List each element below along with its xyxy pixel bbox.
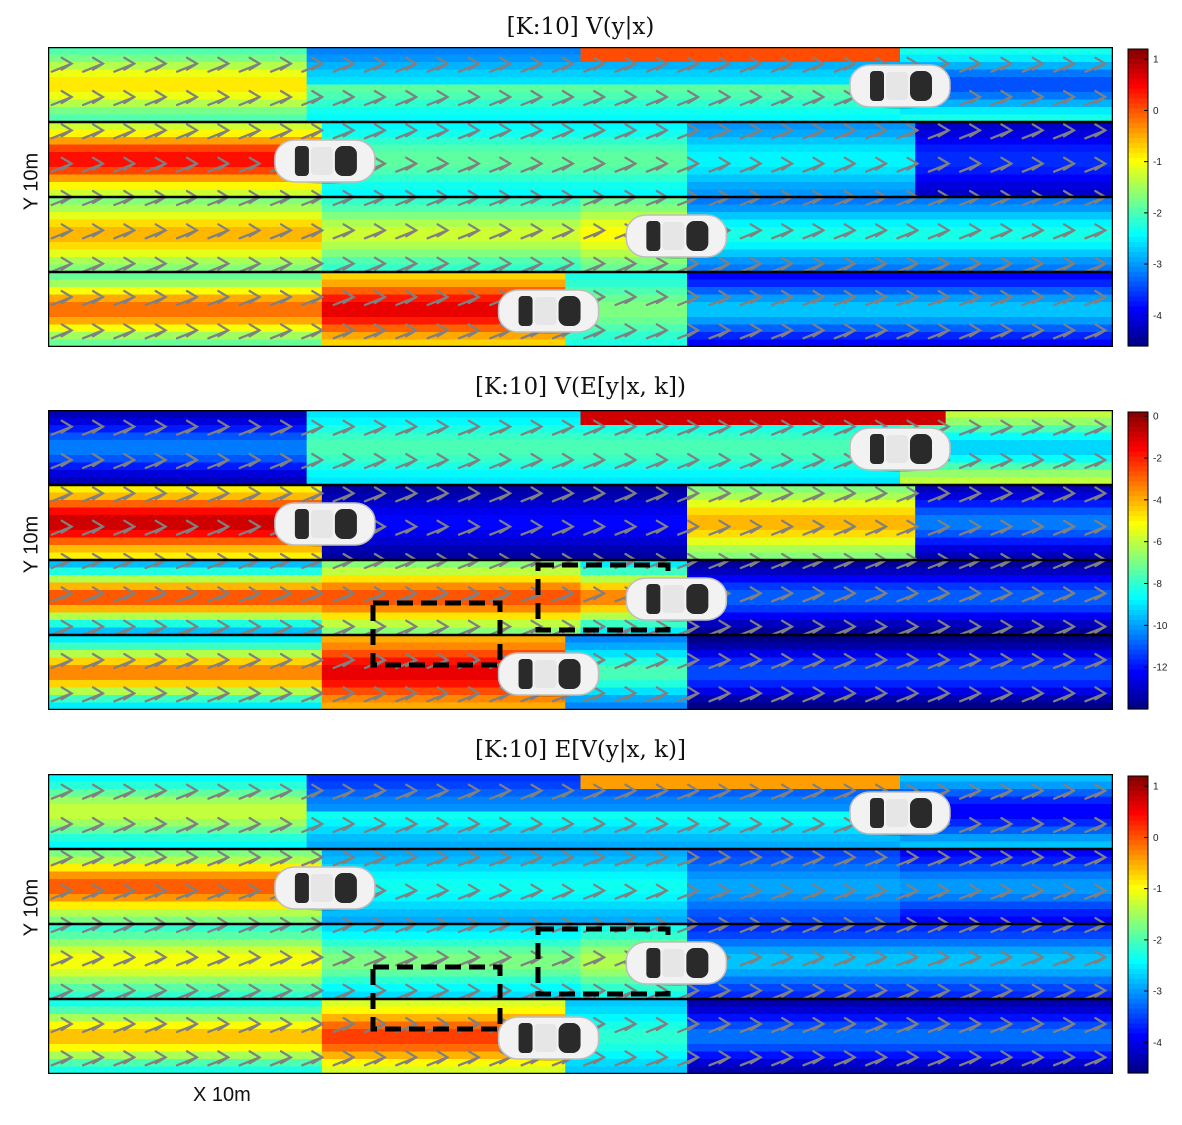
panel1-heatmap [48, 47, 1113, 347]
colorbar-tick-label: -10 [1153, 621, 1168, 632]
lane-lines [48, 483, 1113, 637]
cars [274, 791, 951, 1061]
lane-lines [48, 847, 1113, 1001]
car-lane3-mid [625, 941, 728, 986]
panel3-xlabel: X 10m [193, 1084, 251, 1106]
dashed-box-1 [370, 964, 503, 1032]
colorbar-1: 1 0 -1 -2 -3 -4 [1127, 48, 1162, 347]
flow-arrows [50, 56, 1108, 340]
car-lane2-left [274, 139, 376, 184]
colorbar-tick-label: -2 [1153, 208, 1162, 219]
lane-lines [48, 120, 1113, 274]
car-lane2-left [274, 502, 376, 547]
colorbar-tick-label: 0 [1153, 412, 1159, 423]
colorbar-tick-label: -4 [1153, 311, 1162, 322]
colorbar-tick-label: -4 [1153, 495, 1162, 506]
colorbar-tick-label: -1 [1153, 157, 1162, 168]
colorbar-tick-label: -6 [1153, 537, 1162, 548]
colorbar-tick-label: -3 [1153, 987, 1162, 998]
colorbar-tick-label: -8 [1153, 579, 1162, 590]
colorbar-3: 1 0 -1 -2 -3 -4 [1127, 775, 1162, 1074]
colorbar-tick-label: 0 [1153, 833, 1159, 844]
car-lane3-mid [625, 214, 728, 259]
panel1-ylabel: Y 10m [20, 152, 43, 211]
car-lane3-mid [625, 577, 728, 622]
colorbar-tick-label: -3 [1153, 260, 1162, 271]
panel3-heatmap [48, 774, 1113, 1074]
colorbar-tick-label: -4 [1153, 1038, 1162, 1049]
flow-arrows [50, 783, 1108, 1067]
colorbar-tick-label: 1 [1153, 55, 1159, 66]
panel2-heatmap [48, 410, 1113, 710]
colorbar-tick-label: -2 [1153, 454, 1162, 465]
car-top-right [849, 427, 951, 472]
car-lane4-mid [497, 652, 600, 697]
colorbar-tick-label: -2 [1153, 935, 1162, 946]
panel3-title: [K:10] E[V(y|x, k)] [474, 737, 687, 763]
car-lane2-left [274, 866, 376, 911]
flow-arrows [50, 419, 1108, 703]
colorbar-tick-label: -1 [1153, 884, 1162, 895]
colorbar-tick-label: 0 [1153, 106, 1159, 117]
heatmap-cells [48, 410, 1113, 710]
cars [274, 427, 951, 697]
panel3-ylabel: Y 10m [20, 878, 43, 937]
cars [274, 64, 951, 334]
car-top-right [849, 791, 951, 836]
colorbar-tick-label: -12 [1153, 663, 1168, 674]
colorbar-2: 0 -2 -4 -6 -8 -10 -12 [1127, 411, 1168, 710]
car-lane4-mid [497, 289, 600, 334]
car-lane4-mid [497, 1016, 600, 1061]
colorbar-tick-label: 1 [1153, 782, 1159, 793]
panel2-ylabel: Y 10m [20, 515, 43, 574]
panel2-title: [K:10] V(E[y|x, k]) [474, 374, 687, 400]
dashed-box-1 [370, 600, 503, 668]
panel1-title: [K:10] V(y|x) [506, 14, 655, 40]
car-top-right [849, 64, 951, 109]
